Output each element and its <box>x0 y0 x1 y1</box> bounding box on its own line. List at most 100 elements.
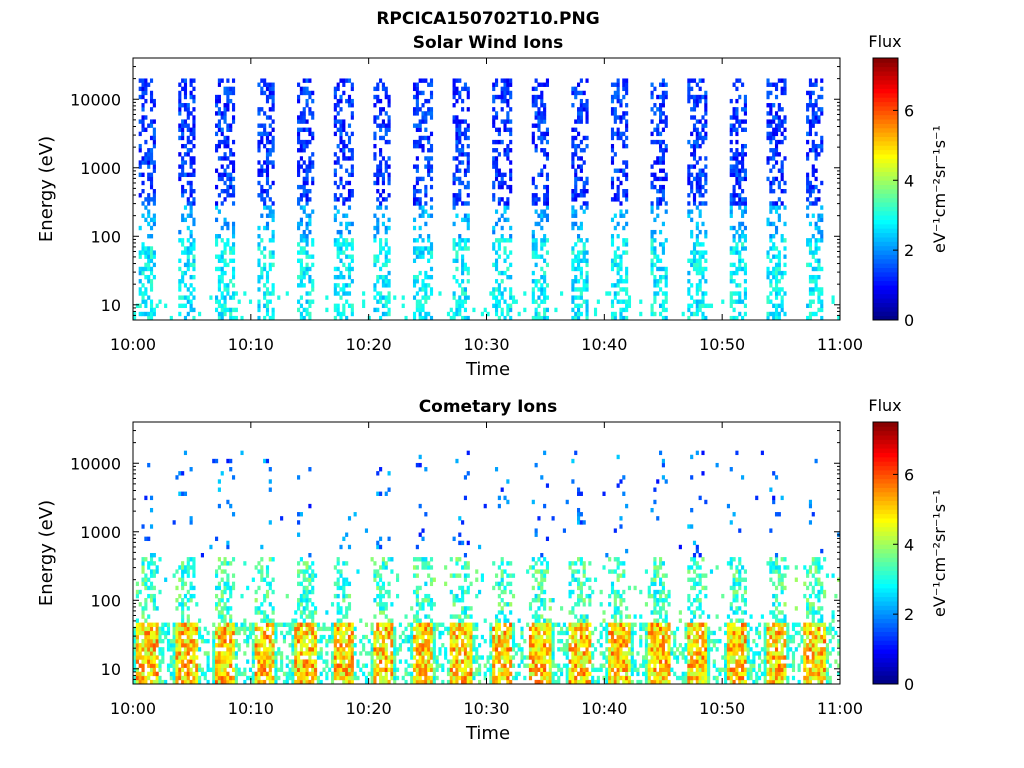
heatmap-cell <box>271 643 275 648</box>
heatmap-cell <box>342 201 346 206</box>
heatmap-cell <box>141 283 145 288</box>
heatmap-cell <box>537 115 541 120</box>
heatmap-cell <box>342 659 346 664</box>
heatmap-cell <box>582 258 586 263</box>
heatmap-cell <box>769 291 773 296</box>
heatmap-cell <box>695 139 699 145</box>
heatmap-cell <box>181 598 185 603</box>
heatmap-cell <box>144 675 148 681</box>
heatmap-cell <box>777 254 781 259</box>
heatmap-cell <box>766 90 770 96</box>
heatmap-cell <box>455 193 459 198</box>
heatmap-cell <box>461 143 465 149</box>
heatmap-cell <box>152 307 156 313</box>
heatmap-cell <box>625 287 629 292</box>
heatmap-cell <box>729 115 733 120</box>
heatmap-cell <box>698 86 702 92</box>
heatmap-cell <box>817 143 821 149</box>
heatmap-cell <box>769 119 773 124</box>
heatmap-cell <box>263 90 267 96</box>
heatmap-cell <box>661 98 665 104</box>
heatmap-cell <box>766 299 770 304</box>
heatmap-cell <box>650 90 654 96</box>
heatmap-cell <box>503 205 507 210</box>
heatmap-cell <box>265 274 270 280</box>
heatmap-cell <box>350 266 354 272</box>
heatmap-cell <box>415 238 419 243</box>
heatmap-cell <box>698 143 702 149</box>
heatmap-cell <box>155 606 159 611</box>
heatmap-cell <box>311 610 315 615</box>
heatmap-cell <box>780 160 784 165</box>
heatmap-cell <box>311 242 315 247</box>
heatmap-cell <box>141 643 145 648</box>
heatmap-cell <box>444 655 448 660</box>
heatmap-cell <box>144 573 148 578</box>
heatmap-cell <box>175 634 179 640</box>
heatmap-cell <box>698 270 702 276</box>
heatmap-cell <box>152 139 156 145</box>
heatmap-cell <box>370 663 374 668</box>
heatmap-cell <box>133 667 137 673</box>
heatmap-cell <box>350 189 354 194</box>
heatmap-cell <box>186 614 190 619</box>
heatmap-cell <box>452 295 456 300</box>
heatmap-cell <box>777 127 781 132</box>
heatmap-cell <box>695 180 699 186</box>
heatmap-cell <box>147 172 151 178</box>
heatmap-cell <box>545 193 550 198</box>
heatmap-cell <box>373 634 377 640</box>
heatmap-cell <box>254 638 258 644</box>
heatmap-cell <box>217 287 221 292</box>
heatmap-cell <box>271 610 275 615</box>
heatmap-cell <box>152 217 156 223</box>
heatmap-cell <box>579 111 583 116</box>
heatmap-cell <box>741 107 745 112</box>
heatmap-cell <box>435 622 439 627</box>
heatmap-cell <box>362 647 366 652</box>
heatmap-cell <box>302 148 306 153</box>
heatmap-cell <box>220 201 224 206</box>
heatmap-cell <box>616 115 620 120</box>
heatmap-cell <box>619 135 623 141</box>
heatmap-cell <box>186 606 190 611</box>
heatmap-cell <box>743 127 747 132</box>
heatmap-cell <box>226 581 230 587</box>
heatmap-cell <box>336 675 340 681</box>
heatmap-cell <box>446 311 451 317</box>
heatmap-cell <box>169 671 173 677</box>
heatmap-cell <box>212 634 216 640</box>
heatmap-cell <box>605 291 609 296</box>
heatmap-cell <box>387 557 391 562</box>
heatmap-cell <box>452 172 456 178</box>
heatmap-cell <box>540 139 544 145</box>
heatmap-cell <box>195 630 199 636</box>
heatmap-cell <box>738 254 742 259</box>
heatmap-cell <box>223 287 227 292</box>
heatmap-cell <box>817 217 821 223</box>
heatmap-cell <box>178 135 182 141</box>
heatmap-cell <box>384 647 388 652</box>
heatmap-cell <box>806 242 810 247</box>
heatmap-cell <box>297 168 301 173</box>
heatmap-cell <box>379 667 383 673</box>
heatmap-cell <box>438 630 442 636</box>
heatmap-cell <box>263 197 267 202</box>
heatmap-cell <box>311 589 315 595</box>
heatmap-cell <box>766 135 770 141</box>
heatmap-cell <box>178 295 182 300</box>
heatmap-cell <box>141 180 145 186</box>
heatmap-cell <box>432 651 436 656</box>
heatmap-cell <box>393 679 397 685</box>
heatmap-cell <box>263 225 267 231</box>
heatmap-cell <box>353 512 357 517</box>
heatmap-cell <box>373 675 377 681</box>
heatmap-cell <box>659 119 663 124</box>
heatmap-cell <box>404 671 408 677</box>
heatmap-cell <box>243 626 247 632</box>
heatmap-cell <box>653 160 657 165</box>
heatmap-cell <box>458 663 462 668</box>
heatmap-cell <box>226 679 230 685</box>
heatmap-cell <box>376 221 380 227</box>
heatmap-cell <box>149 303 154 309</box>
